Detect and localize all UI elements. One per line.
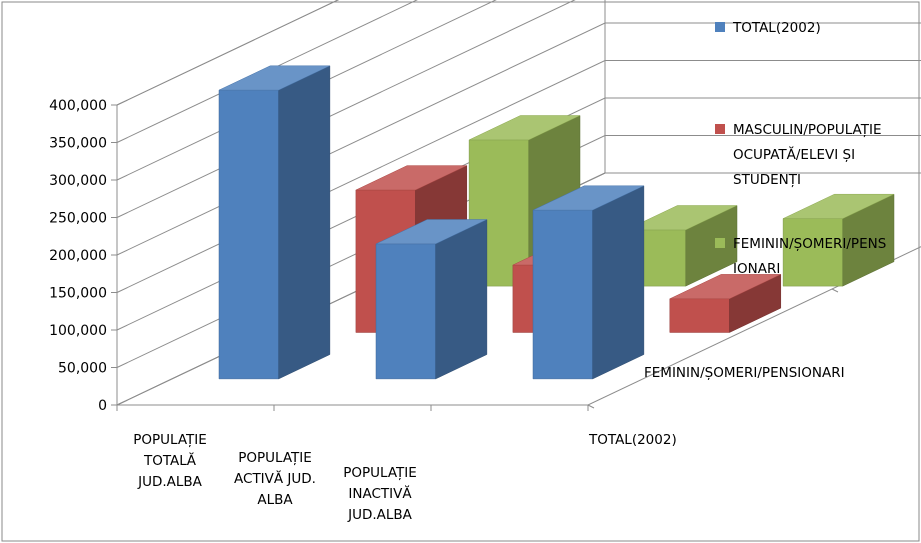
y-axis-ticks: 0 50,000 100,000 150,000 200,000 250,000 300,0… — [49, 98, 839, 414]
bar-side-face — [592, 185, 645, 380]
category-label: POPULAȚIE — [343, 465, 417, 481]
bar-0-1 — [375, 219, 488, 380]
bar-top-face — [355, 165, 467, 191]
y-tick-label: 100,000 — [49, 323, 107, 339]
category-label: POPULAȚIE — [133, 432, 207, 448]
bar-top-face — [625, 205, 738, 231]
gridline — [116, 0, 340, 106]
bar-1-2 — [669, 274, 782, 333]
x-axis-categories: POPULAȚIE TOTALĂ JUD.ALBA POPULAȚIE ACTIVĂ J… — [133, 432, 417, 523]
bar-0-2 — [532, 185, 645, 380]
category-label: ALBA — [257, 492, 293, 508]
depth-axis-label: FEMININ/ȘOMERI/PENSIONARI — [644, 365, 845, 381]
bars-group — [218, 65, 895, 380]
legend-label: IONARI — [733, 261, 780, 277]
bar-top-face — [532, 185, 645, 211]
y-tick-label: 350,000 — [49, 136, 107, 152]
category-label: ACTIVĂ JUD. — [234, 469, 316, 487]
y-tick-label: 200,000 — [49, 248, 107, 264]
legend: TOTAL(2002) MASCULIN/POPULAȚIE OCUPATĂ/ELE… — [715, 20, 886, 277]
legend-label: TOTAL(2002) — [732, 20, 821, 36]
depth-axis-labels: FEMININ/ȘOMERI/PENSIONARI TOTAL(2002) — [588, 365, 845, 448]
legend-label: FEMININ/ȘOMERI/PENS — [733, 236, 886, 252]
depth-tick-mark — [587, 404, 595, 409]
bar-top-face — [218, 65, 331, 91]
bar-top-face — [782, 193, 895, 219]
legend-label: OCUPATĂ/ELEVI ȘI — [733, 145, 855, 163]
y-tick-label: 250,000 — [49, 211, 107, 227]
gridline — [116, 0, 418, 143]
depth-tick-mark — [831, 288, 839, 293]
depth-axis-label: TOTAL(2002) — [588, 432, 677, 448]
legend-label: MASCULIN/POPULAȚIE — [733, 122, 881, 138]
bar-front-face — [532, 209, 593, 380]
category-label: JUD.ALBA — [137, 474, 203, 490]
bar-side-face — [278, 65, 331, 380]
y-tick-label: 150,000 — [49, 286, 107, 302]
category-label: INACTIVĂ — [348, 484, 412, 502]
bar-top-face — [669, 274, 781, 300]
legend-swatch — [715, 238, 725, 248]
y-tick-label: 0 — [98, 398, 107, 414]
bar-0-0 — [218, 65, 331, 380]
bar-front-face — [375, 243, 436, 380]
bar-2-2 — [782, 193, 895, 287]
category-label: POPULAȚIE — [238, 450, 312, 466]
bar-front-face — [669, 298, 730, 333]
y-tick-label: 400,000 — [49, 98, 107, 114]
bar-side-face — [435, 219, 488, 380]
bar-front-face — [218, 89, 279, 380]
bar-front-face — [782, 218, 844, 287]
y-tick-label: 300,000 — [49, 173, 107, 189]
y-tick-label: 50,000 — [58, 361, 107, 377]
legend-label: STUDENȚI — [733, 172, 801, 188]
legend-swatch — [715, 124, 725, 134]
legend-swatch — [715, 22, 725, 32]
category-label: JUD.ALBA — [347, 507, 413, 523]
bar-top-face — [468, 115, 581, 141]
category-label: TOTALĂ — [143, 451, 197, 469]
bar-top-face — [375, 219, 488, 245]
